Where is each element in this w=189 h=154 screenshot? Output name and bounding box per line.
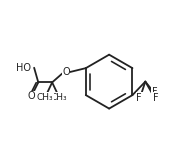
Text: F: F: [136, 93, 142, 103]
Text: F: F: [153, 93, 158, 103]
Text: CH₃: CH₃: [37, 93, 53, 101]
Text: CH₃: CH₃: [51, 93, 67, 101]
Text: O: O: [28, 91, 35, 101]
Text: F: F: [152, 87, 157, 97]
Text: O: O: [62, 67, 70, 77]
Text: HO: HO: [16, 63, 31, 73]
